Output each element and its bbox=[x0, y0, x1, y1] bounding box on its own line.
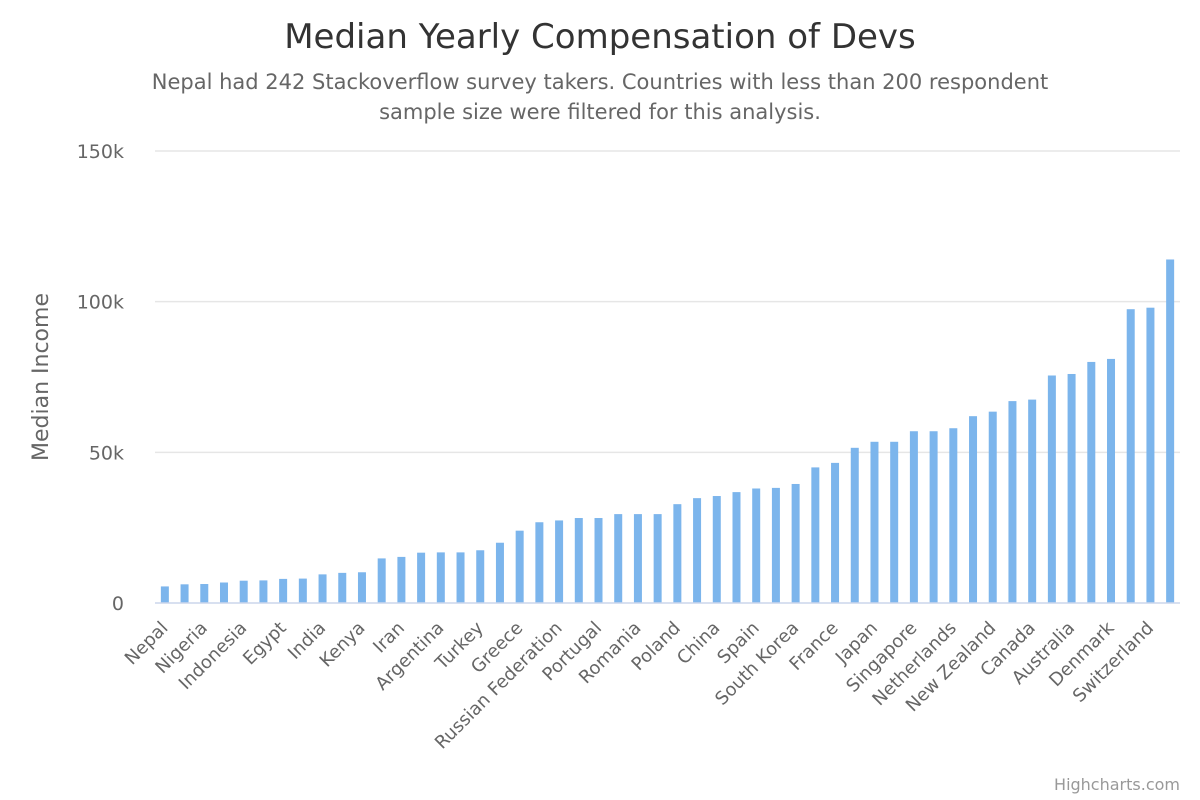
bar[interactable] bbox=[1008, 401, 1017, 603]
chart-subtitle-line-2: sample size were filtered for this analy… bbox=[379, 100, 821, 124]
bar[interactable] bbox=[1047, 375, 1056, 603]
bar[interactable] bbox=[673, 504, 682, 603]
bar[interactable] bbox=[1028, 399, 1037, 603]
bar[interactable] bbox=[1126, 309, 1135, 603]
bar[interactable] bbox=[219, 582, 228, 603]
bar[interactable] bbox=[1067, 373, 1076, 603]
bar[interactable] bbox=[890, 441, 899, 603]
y-tick-label: 0 bbox=[112, 593, 124, 615]
bar[interactable] bbox=[279, 578, 288, 603]
bar[interactable] bbox=[298, 578, 307, 603]
chart-subtitle-line-1: Nepal had 242 Stackoverflow survey taker… bbox=[152, 70, 1049, 94]
bar[interactable] bbox=[909, 431, 918, 603]
y-axis-ticks: 0 50k 100k 150k bbox=[77, 141, 124, 615]
bar[interactable] bbox=[338, 572, 347, 603]
bar[interactable] bbox=[239, 580, 248, 603]
bar[interactable] bbox=[1087, 361, 1096, 603]
chart-title: Median Yearly Compensation of Devs bbox=[284, 17, 916, 57]
bar[interactable] bbox=[693, 498, 702, 603]
bar[interactable] bbox=[929, 431, 938, 603]
bar[interactable] bbox=[1166, 259, 1175, 603]
bars bbox=[160, 259, 1175, 603]
bar[interactable] bbox=[495, 542, 504, 603]
x-tick-label: Kenya bbox=[316, 618, 370, 672]
bar[interactable] bbox=[555, 520, 564, 603]
bar[interactable] bbox=[180, 584, 189, 603]
grid-lines bbox=[155, 150, 1180, 454]
bar[interactable] bbox=[969, 416, 978, 603]
bar[interactable] bbox=[160, 586, 169, 603]
bar[interactable] bbox=[633, 514, 642, 603]
bar[interactable] bbox=[949, 428, 958, 603]
bar[interactable] bbox=[1146, 307, 1155, 603]
bar[interactable] bbox=[614, 514, 623, 603]
y-tick-label: 100k bbox=[77, 292, 124, 314]
bar[interactable] bbox=[476, 550, 485, 603]
bar[interactable] bbox=[712, 496, 721, 603]
y-tick-label: 50k bbox=[89, 442, 124, 464]
bar[interactable] bbox=[574, 518, 583, 603]
bar[interactable] bbox=[200, 584, 209, 603]
credits-link[interactable]: Highcharts.com bbox=[1054, 775, 1180, 794]
bar[interactable] bbox=[870, 441, 879, 603]
bar[interactable] bbox=[456, 552, 465, 603]
bar[interactable] bbox=[752, 488, 761, 603]
bar[interactable] bbox=[1107, 358, 1116, 603]
bar[interactable] bbox=[732, 492, 741, 603]
bar[interactable] bbox=[535, 522, 544, 603]
bar[interactable] bbox=[318, 574, 327, 603]
bar[interactable] bbox=[791, 483, 800, 603]
bar[interactable] bbox=[850, 447, 859, 603]
y-axis-title: Median Income bbox=[29, 293, 54, 461]
x-tick-label: Egypt bbox=[239, 618, 291, 670]
bar[interactable] bbox=[515, 530, 524, 603]
bar[interactable] bbox=[653, 514, 662, 603]
bar[interactable] bbox=[397, 556, 406, 603]
bar[interactable] bbox=[377, 558, 386, 603]
bar[interactable] bbox=[811, 467, 820, 603]
bar[interactable] bbox=[771, 487, 780, 603]
bar[interactable] bbox=[594, 518, 603, 603]
y-tick-label: 150k bbox=[77, 141, 124, 163]
bar[interactable] bbox=[831, 462, 840, 603]
bar[interactable] bbox=[988, 411, 997, 603]
bar[interactable] bbox=[259, 580, 268, 603]
x-tick-label: China bbox=[673, 618, 724, 669]
bar[interactable] bbox=[436, 552, 445, 603]
bar[interactable] bbox=[357, 572, 366, 603]
bar[interactable] bbox=[417, 552, 426, 603]
